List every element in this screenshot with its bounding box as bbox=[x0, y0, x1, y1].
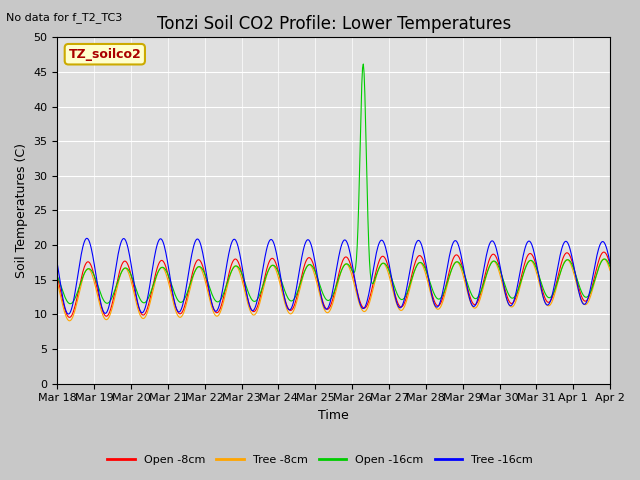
Text: TZ_soilco2: TZ_soilco2 bbox=[68, 48, 141, 60]
X-axis label: Time: Time bbox=[318, 409, 349, 422]
Legend: Open -8cm, Tree -8cm, Open -16cm, Tree -16cm: Open -8cm, Tree -8cm, Open -16cm, Tree -… bbox=[102, 451, 538, 469]
Y-axis label: Soil Temperatures (C): Soil Temperatures (C) bbox=[15, 143, 28, 278]
Title: Tonzi Soil CO2 Profile: Lower Temperatures: Tonzi Soil CO2 Profile: Lower Temperatur… bbox=[157, 15, 511, 33]
Text: No data for f_T2_TC3: No data for f_T2_TC3 bbox=[6, 12, 123, 23]
